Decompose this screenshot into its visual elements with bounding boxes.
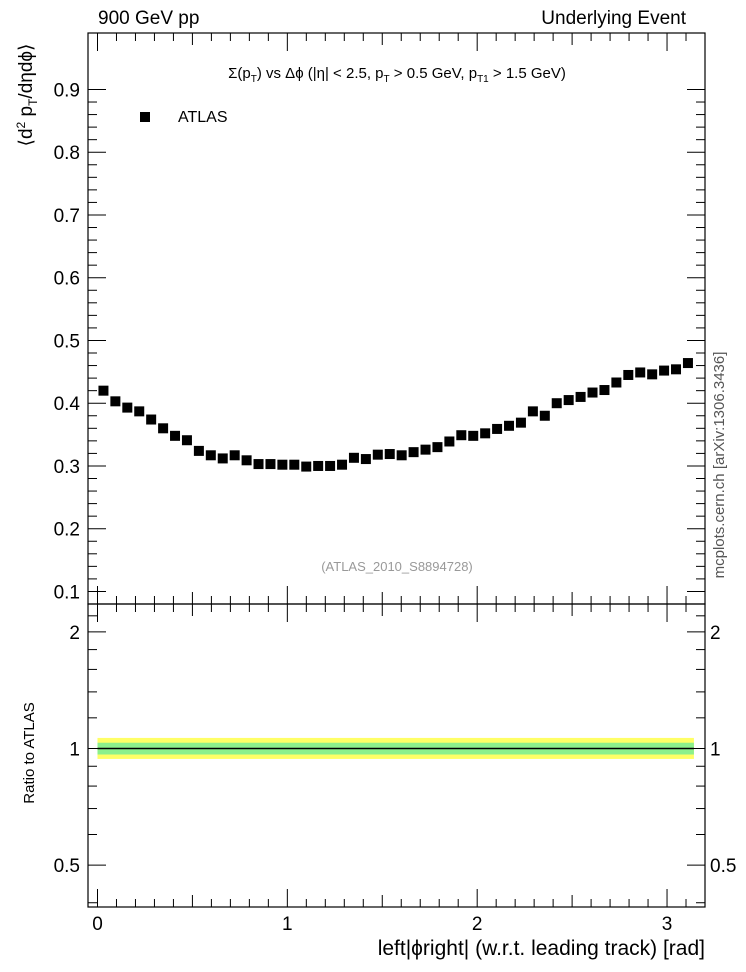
data-point [635,367,646,378]
x-tick-label: 3 [662,914,673,935]
collision-label: 900 GeV pp [98,8,200,29]
data-point [623,369,634,380]
y-tick-label: 0.2 [54,520,80,541]
data-point [551,398,562,409]
data-point [265,459,276,470]
data-point [468,430,479,441]
data-point [360,454,371,465]
data-point [313,460,324,471]
data-point [110,396,121,407]
data-point [575,391,586,402]
ratio-y-tick-label: 1 [69,740,80,761]
data-point [372,449,383,460]
main-x-ticks [96,33,687,604]
x-axis-label: left|ϕright| (w.r.t. leading track) [rad… [378,937,705,960]
data-point [229,450,240,461]
data-point [277,459,288,470]
data-point [599,385,610,396]
ratio-panel: 0.5 0.5 1 1 2 2 0 1 2 3 Ratio to ATLAS left|ϕrig… [21,603,736,960]
data-point [217,453,228,464]
data-point [146,414,157,425]
data-point [456,430,467,441]
data-point [444,436,455,447]
y-tick-label: 0.7 [54,206,80,227]
main-data-points [98,358,693,472]
data-point [98,385,109,396]
data-point [408,447,419,458]
y-tick-label: 0.4 [54,394,81,415]
ratio-y-tick-label: 0.5 [54,856,80,877]
ratio-frame [87,603,706,908]
data-point [480,428,491,439]
data-point [671,364,682,375]
data-point [122,402,133,413]
y-tick-label: 0.8 [54,143,80,164]
data-point [432,442,443,453]
data-point [301,461,312,472]
data-point [134,406,145,417]
y-tick-label: 0.5 [54,331,80,352]
data-point [527,406,538,417]
plot-title: Σ(pT) vs Δϕ (|η| < 2.5, pT > 0.5 GeV, pT… [228,65,566,85]
data-point [241,455,252,466]
data-point [659,365,670,376]
data-point [587,387,598,398]
x-tick-label: 1 [282,914,293,935]
y-tick-label: 0.6 [54,269,80,290]
data-point [337,459,348,470]
data-point [181,435,192,446]
data-point [348,452,359,463]
data-point [253,459,264,470]
ratio-y-tick-label-right: 2 [710,623,721,644]
y-tick-label: 0.3 [54,457,80,478]
legend-label: ATLAS [178,109,228,126]
main-y-axis-label: ⟨d2 pT/dηdϕ⟩ [14,44,40,147]
data-point [539,410,550,421]
legend-marker [140,112,150,122]
data-point [158,423,169,434]
ratio-x-ticks: 0 1 2 3 [92,604,687,935]
data-point [289,459,300,470]
source-watermark: mcplots.cern.ch [arXiv:1306.3436] [711,352,728,579]
main-panel: 0.1 0.2 0.3 0.4 0.5 0.6 0.7 0.8 0.9 Σ(pT) vs Δϕ … [14,32,728,605]
data-point [647,369,658,380]
data-point [325,460,336,471]
analysis-label: Underlying Event [541,8,686,29]
data-point [504,420,515,431]
analysis-id-watermark: (ATLAS_2010_S8894728) [321,559,473,574]
data-point [205,450,216,461]
ratio-y-tick-label-right: 0.5 [710,856,736,877]
ratio-y-axis-label: Ratio to ATLAS [21,702,38,803]
data-point [563,395,574,406]
data-point [492,423,503,434]
ratio-y-tick-label-right: 1 [710,740,721,761]
data-point [420,444,431,455]
data-point [170,430,181,441]
y-tick-label: 0.9 [54,80,80,101]
data-point [193,445,204,456]
data-point [384,449,395,460]
data-point [682,358,693,369]
y-tick-label: 0.1 [54,582,80,603]
ratio-y-tick-label: 2 [69,623,80,644]
x-tick-label: 0 [92,914,103,935]
data-point [611,377,622,388]
data-point [396,450,407,461]
main-y-ticks: 0.1 0.2 0.3 0.4 0.5 0.6 0.7 0.8 0.9 [54,80,705,603]
ratio-y-ticks: 0.5 0.5 1 1 2 2 [54,615,736,904]
x-tick-label: 2 [472,914,483,935]
data-point [515,417,526,428]
